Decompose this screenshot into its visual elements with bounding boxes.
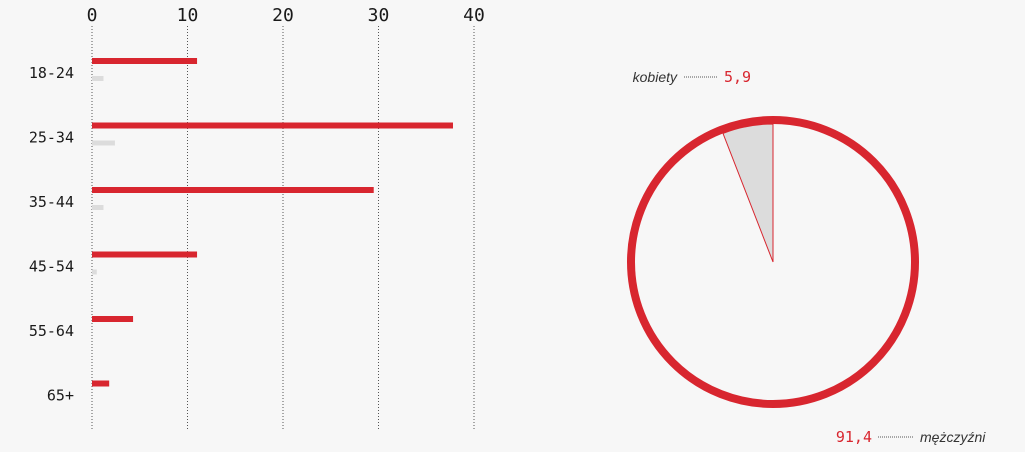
pie-value-women: 5,9 — [724, 68, 751, 86]
pie-value-men: 91,4 — [836, 428, 872, 446]
bar-grey-18-24 — [92, 76, 104, 81]
pie-label-men: mężczyźni — [920, 429, 986, 445]
bar-red-65+ — [92, 380, 110, 387]
category-label-25-34: 25-34 — [29, 129, 74, 147]
pie-slice-men — [627, 116, 919, 408]
bar-chart: 0 10 20 30 40 18-24 25-34 35-44 45-54 55-64 65+ — [29, 5, 485, 430]
pie-group — [627, 116, 919, 408]
bar-red-55-64 — [92, 316, 134, 322]
bar-red-25-34 — [92, 122, 453, 129]
bar-grey-45-54 — [92, 269, 97, 275]
x-tick-label-30: 30 — [368, 5, 390, 26]
category-label-65+: 65+ — [47, 387, 74, 405]
bar-red-35-44 — [92, 187, 374, 193]
pie-slice-women — [722, 123, 774, 263]
category-label-55-64: 55-64 — [29, 322, 74, 340]
category-label-35-44: 35-44 — [29, 193, 74, 211]
category-label-45-54: 45-54 — [29, 258, 74, 276]
bar-grey-25-34 — [92, 140, 115, 146]
bar-red-18-24 — [92, 58, 198, 64]
x-tick-label-40: 40 — [463, 5, 485, 26]
bar-red-45-54 — [92, 251, 198, 258]
x-tick-label-20: 20 — [272, 5, 294, 26]
pie-label-women: kobiety — [633, 69, 678, 85]
category-label-18-24: 18-24 — [29, 64, 74, 82]
x-tick-label-10: 10 — [177, 5, 199, 26]
x-tick-label-0: 0 — [87, 5, 98, 26]
bar-grey-35-44 — [92, 205, 104, 210]
